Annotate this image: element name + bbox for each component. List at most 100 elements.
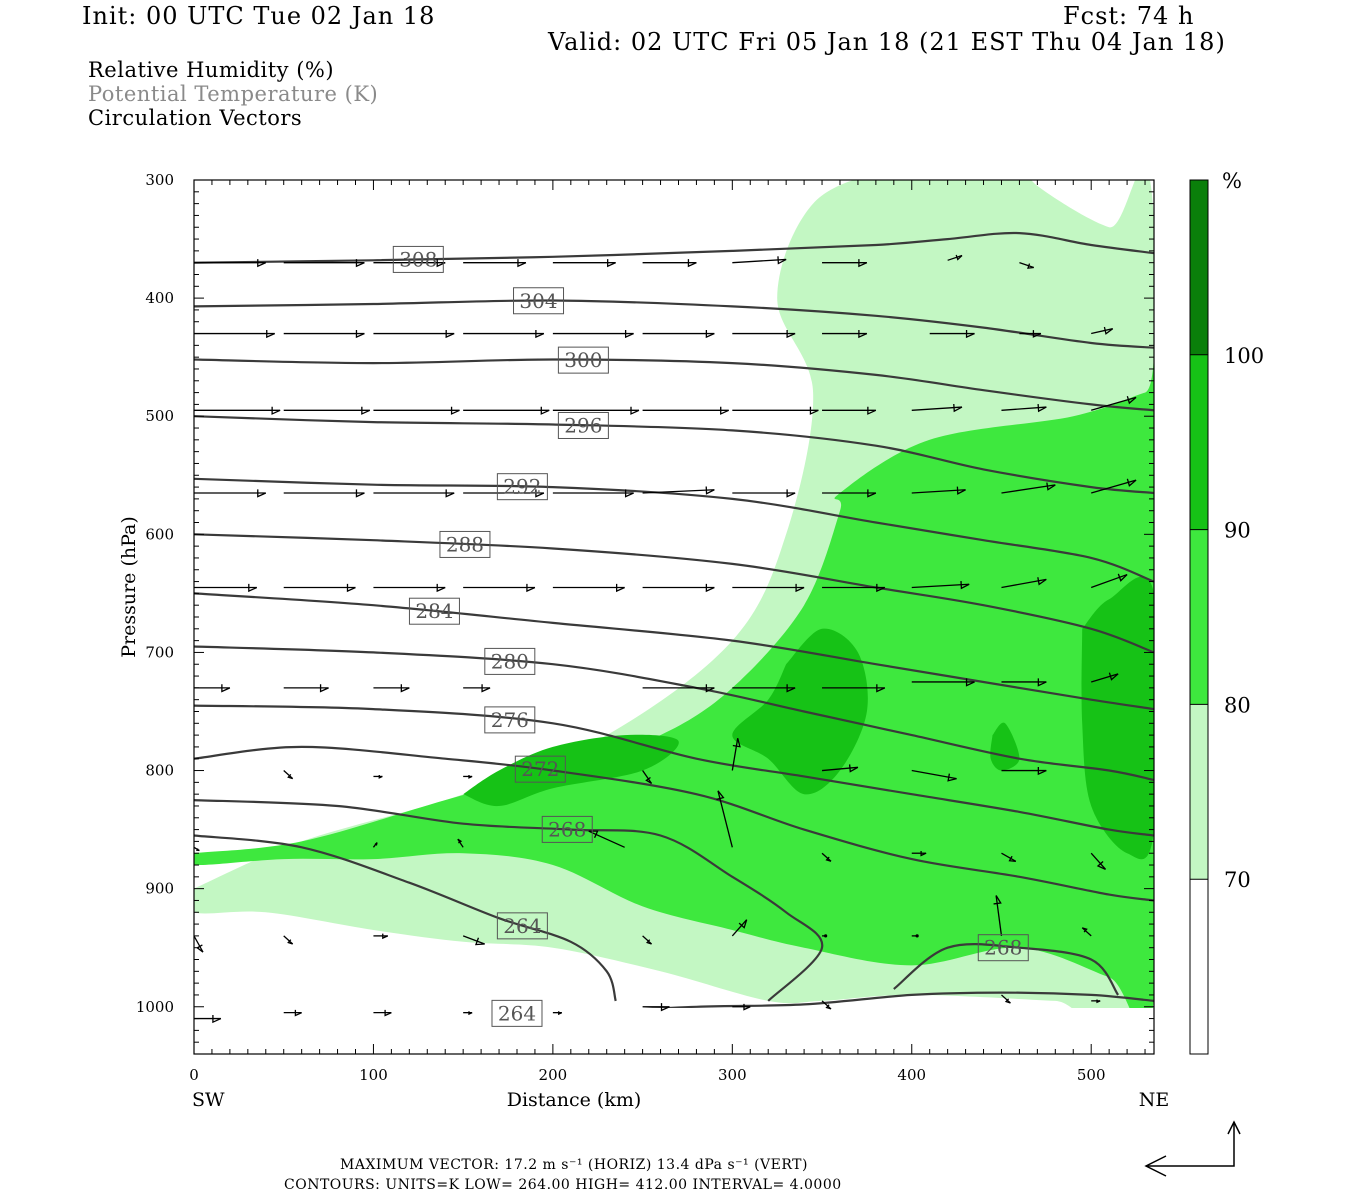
vector-head [616,583,625,593]
legend-potential-temperature: Potential Temperature (K) [88,82,379,106]
vector-head [1096,999,1101,1004]
theta-contour-264-12 [194,834,617,1002]
vector-shaft [731,919,748,937]
vector-head [1037,404,1047,413]
theta-contour-268-11 [893,943,1120,996]
vector-head [646,939,652,945]
theta-contour-296-3 [194,415,1154,495]
vector-shaft [732,258,787,264]
x-tick-label: 0 [189,1066,199,1084]
vector-48 [642,583,715,593]
contour-label-box [496,912,548,940]
init-time: Init: 00 UTC Tue 02 Jan 18 [82,2,436,30]
theta-contour-292-4 [194,477,1154,583]
y-tick-label: 800 [145,762,174,780]
vector-58 [642,684,715,693]
vector-12 [373,329,455,339]
contour-label-268-11: 268 [977,934,1029,962]
vector-head [287,939,293,945]
vector-shaft [821,766,858,772]
vector-head [319,684,329,693]
vector-5 [642,259,697,268]
vector-72 [194,846,200,852]
vector-head [445,329,455,339]
vector-head [266,329,276,339]
vector-head [1126,478,1137,487]
vector-87 [822,934,828,938]
contour-label-280-7: 280 [484,647,536,675]
vector-head [660,1003,670,1012]
contour-label-box [496,473,548,501]
vector-head [468,775,473,779]
x-tick-label: 500 [1077,1066,1106,1084]
vector-head [588,830,599,838]
colorbar-label: 100 [1224,344,1264,368]
legend-relative-humidity: Relative Humidity (%) [88,58,335,82]
vector-head [468,1011,473,1016]
theta-contour-304-1 [194,299,1154,349]
vector-18 [929,329,975,339]
rh-field-90-4 [1081,576,1154,860]
colorbar-unit: % [1222,169,1242,193]
colorbar-band-1 [1190,354,1208,530]
contour-label-box [514,755,566,783]
contour-label-272-9: 272 [514,755,566,783]
vector-head [705,329,715,339]
vector-head [384,1009,392,1017]
vector-83 [373,933,389,940]
vector-25 [552,406,640,415]
vector-head [732,738,741,748]
vector-head [1004,998,1011,1004]
vector-16 [732,329,796,339]
vector-head [1096,860,1106,870]
x-tick-label: 200 [539,1066,568,1084]
vector-63 [1091,672,1119,683]
vector-head [517,259,527,268]
vector-79 [1001,852,1017,862]
vector-56 [373,684,410,693]
vector-head [540,406,550,415]
vector-33 [283,489,365,498]
contour-label-box [491,999,543,1027]
vector-head [687,259,697,268]
vector-51 [911,581,970,590]
vector-42 [1091,478,1137,494]
vector-head [1103,326,1114,335]
theta-contour-280-7 [194,645,1154,782]
vector-head [535,489,545,498]
vector-head [445,489,455,498]
contour-label-text: 276 [491,708,529,732]
vector-head [720,406,729,415]
vector-shaft [642,489,715,494]
reference-vector-head-up [1227,1120,1241,1135]
vector-29 [911,403,963,413]
vector-45 [373,583,446,593]
vector-57 [463,684,491,693]
vector-head [645,776,652,785]
vector-head [257,489,267,498]
valid-time: Valid: 02 UTC Fri 05 Jan 18 (21 EST Thu … [548,28,1226,56]
contour-label-284-6: 284 [408,597,460,625]
vector-head [876,684,886,693]
theta-contour-284-6 [194,592,1154,711]
vector-head [960,581,970,590]
vector-head [355,259,365,268]
vector-99 [1001,994,1011,1004]
vector-head [221,684,231,693]
vector-shaft [911,489,966,494]
vector-28 [822,406,877,415]
vector-26 [642,406,729,415]
vector-34 [373,489,455,498]
vector-head [355,329,365,339]
vector-0 [194,259,267,268]
vector-head [825,856,832,862]
vector-23 [373,406,460,415]
y-tick-label: 900 [145,880,174,898]
vector-61 [911,678,975,687]
contour-label-304-1: 304 [513,287,565,315]
vector-32 [194,489,267,498]
x-end-label-sw: SW [192,1089,225,1111]
vector-head [630,406,640,415]
vector-78 [911,850,927,857]
contour-label-text: 308 [399,247,437,271]
